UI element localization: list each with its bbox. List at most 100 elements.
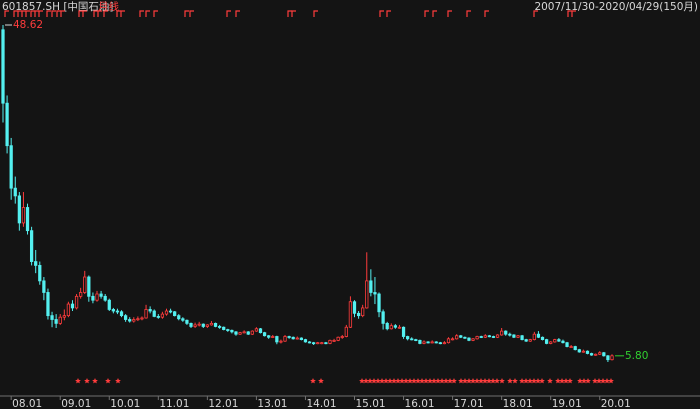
candle-body	[438, 342, 442, 345]
candle-body	[491, 336, 496, 338]
event-star	[371, 378, 377, 384]
event-star	[115, 378, 121, 384]
event-star	[531, 378, 537, 384]
event-flag	[386, 10, 391, 17]
event-flag	[17, 10, 22, 17]
event-flag	[120, 10, 125, 17]
event-star	[415, 378, 421, 384]
candle-body	[213, 322, 218, 327]
candle-body	[148, 309, 152, 312]
candle-body	[17, 195, 21, 224]
candle-body	[13, 187, 17, 197]
candle-body	[46, 292, 50, 317]
candle-body	[573, 346, 577, 351]
candle-body	[455, 335, 459, 340]
event-star	[75, 378, 81, 384]
candle-body	[164, 310, 169, 315]
candle-body	[226, 329, 230, 331]
candle-body	[50, 315, 54, 320]
candle-body	[544, 339, 549, 344]
candle-body	[38, 265, 42, 282]
event-star	[474, 378, 480, 384]
event-flag	[533, 10, 538, 17]
candle-body	[471, 338, 475, 341]
candle-body	[295, 337, 299, 340]
event-star	[419, 378, 425, 384]
candle-body	[83, 276, 87, 293]
candle-body	[107, 299, 111, 310]
candle-body	[569, 346, 573, 348]
candle-body	[606, 355, 610, 361]
candle-body	[320, 342, 324, 345]
event-flag	[38, 10, 43, 17]
candle-body	[446, 338, 451, 344]
date-range: 2007/11/30-2020/04/29(150月)	[534, 1, 698, 13]
event-flag	[432, 10, 437, 17]
x-tick-label: 15.01	[356, 398, 386, 409]
candle-body	[1, 29, 5, 104]
candle-body	[377, 293, 381, 313]
event-star	[490, 378, 496, 384]
chart-title: 601857.SH [中国石油]	[2, 0, 114, 13]
candle-body	[589, 353, 594, 356]
candle-body	[189, 322, 193, 327]
event-star	[447, 378, 453, 384]
candle-body	[267, 335, 271, 338]
candle-body	[103, 295, 107, 301]
event-star	[92, 378, 98, 384]
x-tick-label: 17.01	[454, 398, 484, 409]
event-star	[435, 378, 441, 384]
candle-body	[222, 326, 226, 330]
x-tick-label: 10.01	[110, 398, 140, 409]
x-tick-label: 20.01	[601, 398, 631, 409]
candle-body	[508, 333, 512, 336]
candle-body	[557, 339, 561, 342]
candle-body	[373, 292, 377, 295]
candle-body	[95, 293, 99, 301]
event-star	[563, 378, 569, 384]
event-flag	[291, 10, 296, 17]
candle-body	[348, 301, 353, 328]
candle-body	[128, 319, 132, 322]
x-tick-label: 08.01	[12, 398, 42, 409]
candle-body	[299, 337, 303, 340]
event-star	[391, 378, 397, 384]
event-star	[482, 378, 488, 384]
candle-body	[561, 340, 565, 344]
candle-body	[70, 303, 75, 309]
event-flag	[424, 10, 429, 17]
candle-body	[369, 280, 373, 293]
event-star	[608, 378, 614, 384]
event-star	[403, 378, 409, 384]
candle-body	[483, 335, 487, 338]
candle-body	[467, 337, 471, 341]
candle-body	[479, 336, 483, 338]
candle-body	[250, 330, 254, 335]
event-flag	[116, 10, 121, 17]
event-star	[310, 378, 316, 384]
candle-body	[140, 317, 144, 320]
candle-body	[62, 315, 66, 318]
event-flag	[78, 10, 83, 17]
event-star	[499, 378, 505, 384]
candle-body	[275, 336, 279, 343]
last-label: 5.80	[625, 350, 648, 362]
candle-body	[434, 341, 438, 344]
x-tick-label: 14.01	[306, 398, 336, 409]
event-flag	[60, 10, 65, 17]
candle-body	[258, 328, 263, 334]
event-flag	[447, 10, 452, 17]
event-flag	[30, 10, 35, 17]
event-star	[363, 378, 369, 384]
candle-body	[119, 311, 124, 317]
event-flag	[46, 10, 51, 17]
event-flag	[82, 10, 87, 17]
event-star	[581, 378, 587, 384]
event-star	[507, 378, 513, 384]
event-flag	[56, 10, 61, 17]
event-star	[423, 378, 429, 384]
candle-body	[144, 309, 148, 319]
event-flag	[153, 10, 158, 17]
